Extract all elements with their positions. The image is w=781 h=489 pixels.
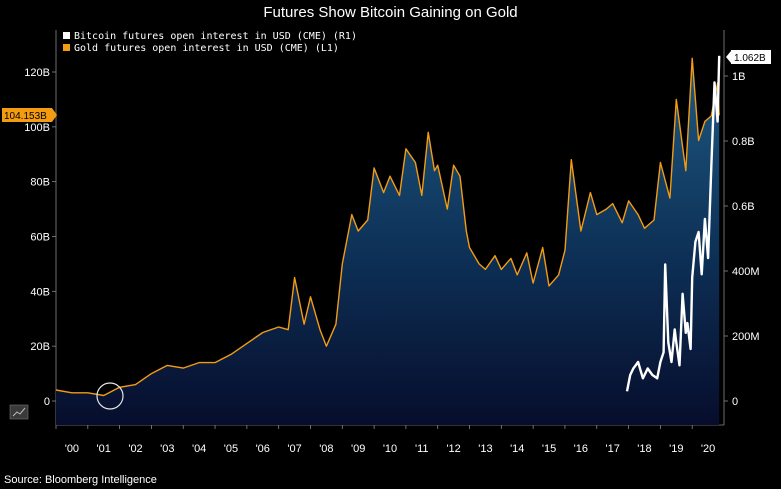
x-tick-label: '19 — [669, 443, 683, 455]
left-tick-label: 80B — [30, 177, 50, 189]
legend: Bitcoin futures open interest in USD (CM… — [63, 31, 357, 54]
left-tick-label: 60B — [30, 232, 50, 244]
right-last-value-text: 1.062B — [734, 53, 766, 64]
right-tick-label: 1B — [732, 71, 745, 83]
chart-title: Futures Show Bitcoin Gaining on Gold — [263, 4, 518, 21]
gold-series-line — [55, 57, 720, 397]
legend-label-bitcoin: Bitcoin futures open interest in USD (CM… — [74, 31, 357, 42]
left-tick-label: 0 — [44, 396, 50, 408]
x-axis: '00 '01 '02 '03 '04 '05 '06 '07 '08 '09 '10 '11 '12 '… — [55, 424, 724, 455]
x-tick-label: '15 — [542, 443, 556, 455]
x-tick-label: '11 — [415, 443, 429, 455]
x-tick-label: '01 — [97, 443, 111, 455]
left-last-value-text: 104.153B — [4, 111, 47, 122]
x-tick-label: '03 — [160, 443, 174, 455]
bitcoin-series-line — [625, 55, 721, 392]
left-tick-label: 40B — [30, 286, 50, 298]
x-tick-label: '17 — [605, 443, 619, 455]
x-tick-label: '07 — [287, 443, 301, 455]
highlight-circle — [96, 382, 124, 410]
left-axis: 0 20B 40B 60B 80B 100B 120B — [24, 30, 57, 425]
x-tick-label: '04 — [192, 443, 206, 455]
gold-area-fill — [56, 58, 720, 426]
right-tick-label: 0.8B — [732, 136, 755, 148]
x-tick-label: '13 — [478, 443, 492, 455]
x-tick-label: '06 — [256, 443, 270, 455]
x-tick-label: '02 — [128, 443, 142, 455]
legend-label-gold: Gold futures open interest in USD (CME) … — [74, 43, 339, 54]
right-tick-label: 200M — [732, 331, 760, 343]
x-tick-label: '00 — [65, 443, 79, 455]
legend-swatch-bitcoin — [63, 32, 70, 39]
legend-swatch-gold — [63, 44, 70, 51]
right-tick-label: 0 — [732, 396, 738, 408]
source-label: Source: Bloomberg Intelligence — [4, 474, 157, 486]
x-tick-label: '08 — [319, 443, 333, 455]
series-layer — [55, 55, 721, 426]
right-last-value-marker: 1.062B — [726, 50, 771, 64]
x-tick-label: '20 — [701, 443, 715, 455]
left-tick-label: 100B — [24, 122, 50, 134]
x-tick-label: '14 — [510, 443, 524, 455]
x-tick-label: '10 — [383, 443, 397, 455]
right-tick-label: 400M — [732, 266, 760, 278]
x-tick-label: '12 — [446, 443, 460, 455]
chart-type-icon[interactable] — [9, 404, 29, 420]
left-last-value-marker: 104.153B — [2, 108, 57, 122]
x-tick-label: '16 — [574, 443, 588, 455]
x-tick-label: '05 — [224, 443, 238, 455]
left-tick-label: 120B — [24, 67, 50, 79]
right-tick-label: 0.6B — [732, 201, 755, 213]
left-tick-label: 20B — [30, 341, 50, 353]
right-axis: 0 200M 400M 0.6B 0.8B 1B — [723, 30, 760, 425]
x-tick-label: '09 — [351, 443, 365, 455]
x-tick-label: '18 — [637, 443, 651, 455]
